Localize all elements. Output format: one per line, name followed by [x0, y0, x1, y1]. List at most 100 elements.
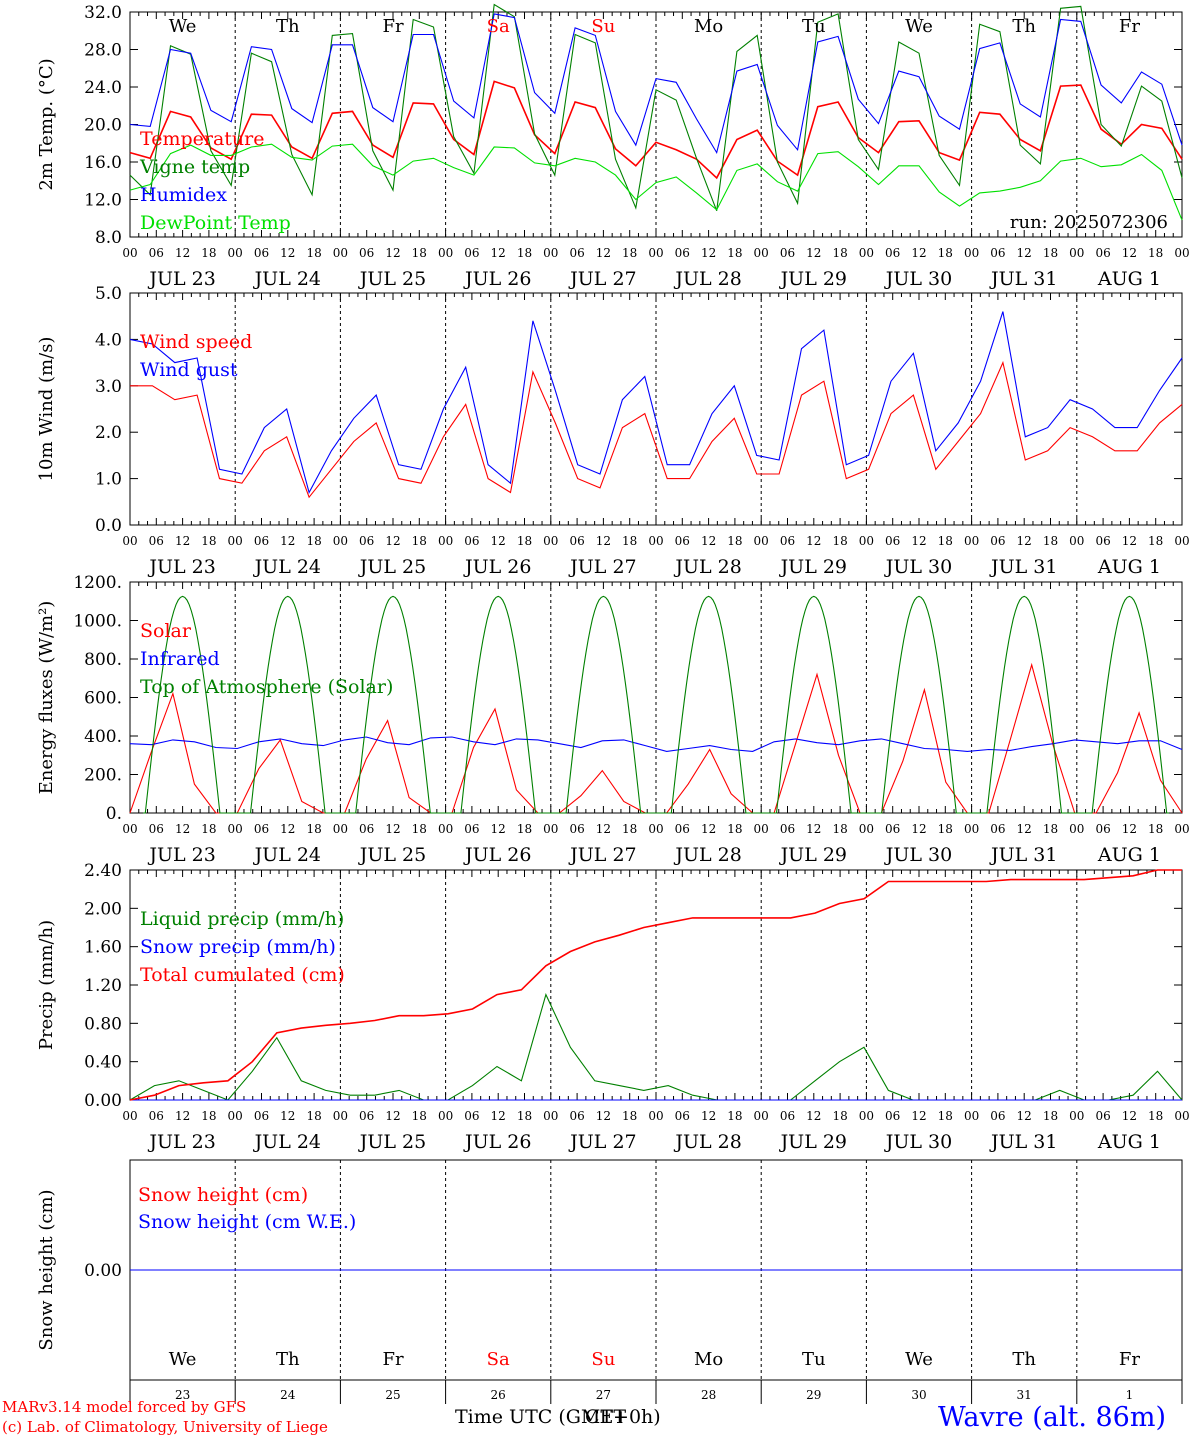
date-label: JUL 25: [358, 268, 426, 290]
series-line-vigne-temp: [129, 3, 1183, 211]
hour-tick-label: 12: [701, 534, 716, 548]
hour-tick-label: 06: [780, 246, 795, 260]
hour-tick-label: 00: [228, 534, 243, 548]
hour-tick-label: 00: [859, 534, 874, 548]
hour-tick-label: 18: [1148, 246, 1163, 260]
date-label: AUG 1: [1097, 268, 1161, 290]
hour-tick-label: 18: [201, 534, 216, 548]
day-number-label: 29: [806, 1388, 821, 1402]
date-label: JUL 30: [884, 1131, 952, 1153]
hour-tick-label: 12: [1017, 1109, 1032, 1123]
date-label: JUL 24: [253, 1131, 321, 1153]
hour-tick-label: 12: [596, 822, 611, 836]
day-number-label: 1: [1126, 1388, 1134, 1402]
hour-tick-label: 18: [306, 246, 321, 260]
date-label: JUL 24: [253, 268, 321, 290]
weekday-label: Sa: [487, 1349, 510, 1370]
hour-tick-label: 06: [464, 822, 479, 836]
hour-tick-label: 00: [333, 534, 348, 548]
hour-tick-label: 00: [1174, 246, 1189, 260]
hour-tick-label: 06: [1095, 246, 1110, 260]
y-tick-label: 5.0: [95, 284, 122, 304]
hour-tick-label: 18: [622, 534, 637, 548]
y-axis-title: Precip (mm/h): [36, 920, 57, 1050]
series-line-infrared: [129, 736, 1183, 752]
y-tick-label: 2.40: [84, 861, 122, 881]
hour-tick-label: 12: [385, 246, 400, 260]
legend-entry: Solar: [140, 620, 192, 642]
date-label: JUL 25: [358, 1131, 426, 1153]
run-label: run: 2025072306: [1010, 212, 1168, 233]
weekday-label: Sa: [487, 16, 510, 37]
panel-2: 00 06 12 18 00 06 12 18 00 06 12 18 00 06 12 18 00 06 12 18…: [36, 284, 1190, 578]
hour-tick-label: 06: [885, 534, 900, 548]
plot-frame: [129, 11, 1183, 238]
hour-tick-label: 18: [517, 246, 532, 260]
hour-tick-label: 00: [964, 1109, 979, 1123]
date-label: JUL 29: [779, 268, 847, 290]
hour-tick-label: 18: [201, 822, 216, 836]
date-label: JUL 25: [358, 556, 426, 578]
hour-tick-label: 00: [648, 534, 663, 548]
hour-tick-label: 06: [885, 246, 900, 260]
hour-tick-label: 00: [122, 246, 137, 260]
hour-tick-label: 18: [1148, 534, 1163, 548]
legend-entry: Wind gust: [140, 359, 238, 381]
y-tick-label: 400.: [84, 727, 122, 747]
date-label: JUL 28: [673, 1131, 741, 1153]
hour-tick-label: 00: [754, 246, 769, 260]
hour-tick-label: 18: [832, 534, 847, 548]
series-line-dewpoint-temp: [129, 143, 1183, 221]
y-tick-label: 0.80: [84, 1014, 122, 1034]
hour-tick-label: 12: [175, 534, 190, 548]
y-tick-label: 32.0: [84, 3, 122, 23]
hour-tick-label: 12: [175, 246, 190, 260]
date-label: JUL 29: [779, 844, 847, 866]
weekday-label: We: [169, 16, 197, 37]
series-line-top-of-atmosphere-solar-: [143, 595, 1169, 814]
hour-tick-label: 18: [201, 246, 216, 260]
legend-entry: DewPoint Temp: [140, 212, 291, 234]
legend-entry: Snow precip (mm/h): [140, 936, 336, 958]
hour-tick-label: 00: [543, 822, 558, 836]
hour-tick-label: 12: [806, 246, 821, 260]
weekday-label: Tu: [802, 1349, 826, 1370]
date-label: JUL 28: [673, 268, 741, 290]
hour-tick-label: 18: [201, 1109, 216, 1123]
hour-tick-label: 12: [596, 246, 611, 260]
hour-tick-label: 18: [517, 1109, 532, 1123]
y-tick-label: 0.00: [84, 1261, 122, 1281]
day-number-label: 31: [1017, 1388, 1032, 1402]
weekday-label: Th: [1012, 1349, 1036, 1370]
hour-tick-label: 12: [911, 534, 926, 548]
hour-tick-label: 06: [780, 822, 795, 836]
hour-tick-label: 06: [149, 246, 164, 260]
hour-tick-label: 00: [1174, 822, 1189, 836]
hour-tick-label: 18: [938, 534, 953, 548]
weekday-label: Mo: [694, 1349, 723, 1370]
time-axis-label: Time UTC (GMT+0h): [455, 1406, 661, 1428]
hour-tick-label: 18: [412, 822, 427, 836]
date-label: JUL 24: [253, 844, 321, 866]
hour-tick-label: 12: [806, 534, 821, 548]
hour-tick-label: 00: [122, 534, 137, 548]
hour-tick-label: 06: [464, 246, 479, 260]
date-label: JUL 31: [989, 1131, 1057, 1153]
hour-tick-label: 00: [333, 1109, 348, 1123]
hour-tick-label: 12: [385, 534, 400, 548]
day-number-label: 30: [911, 1388, 926, 1402]
hour-tick-label: 12: [701, 246, 716, 260]
y-tick-label: 28.0: [84, 41, 122, 61]
lab-credit-line: (c) Lab. of Climatology, University of L…: [2, 1418, 328, 1436]
hour-tick-label: 00: [1174, 1109, 1189, 1123]
hour-tick-label: 12: [911, 822, 926, 836]
hour-tick-label: 06: [675, 822, 690, 836]
weekday-label: Tu: [802, 16, 826, 37]
hour-tick-label: 18: [832, 246, 847, 260]
hour-tick-label: 18: [1043, 822, 1058, 836]
day-number-label: 23: [175, 1388, 190, 1402]
hour-tick-label: 06: [569, 246, 584, 260]
hour-tick-label: 00: [333, 822, 348, 836]
y-tick-label: 800.: [84, 650, 122, 670]
